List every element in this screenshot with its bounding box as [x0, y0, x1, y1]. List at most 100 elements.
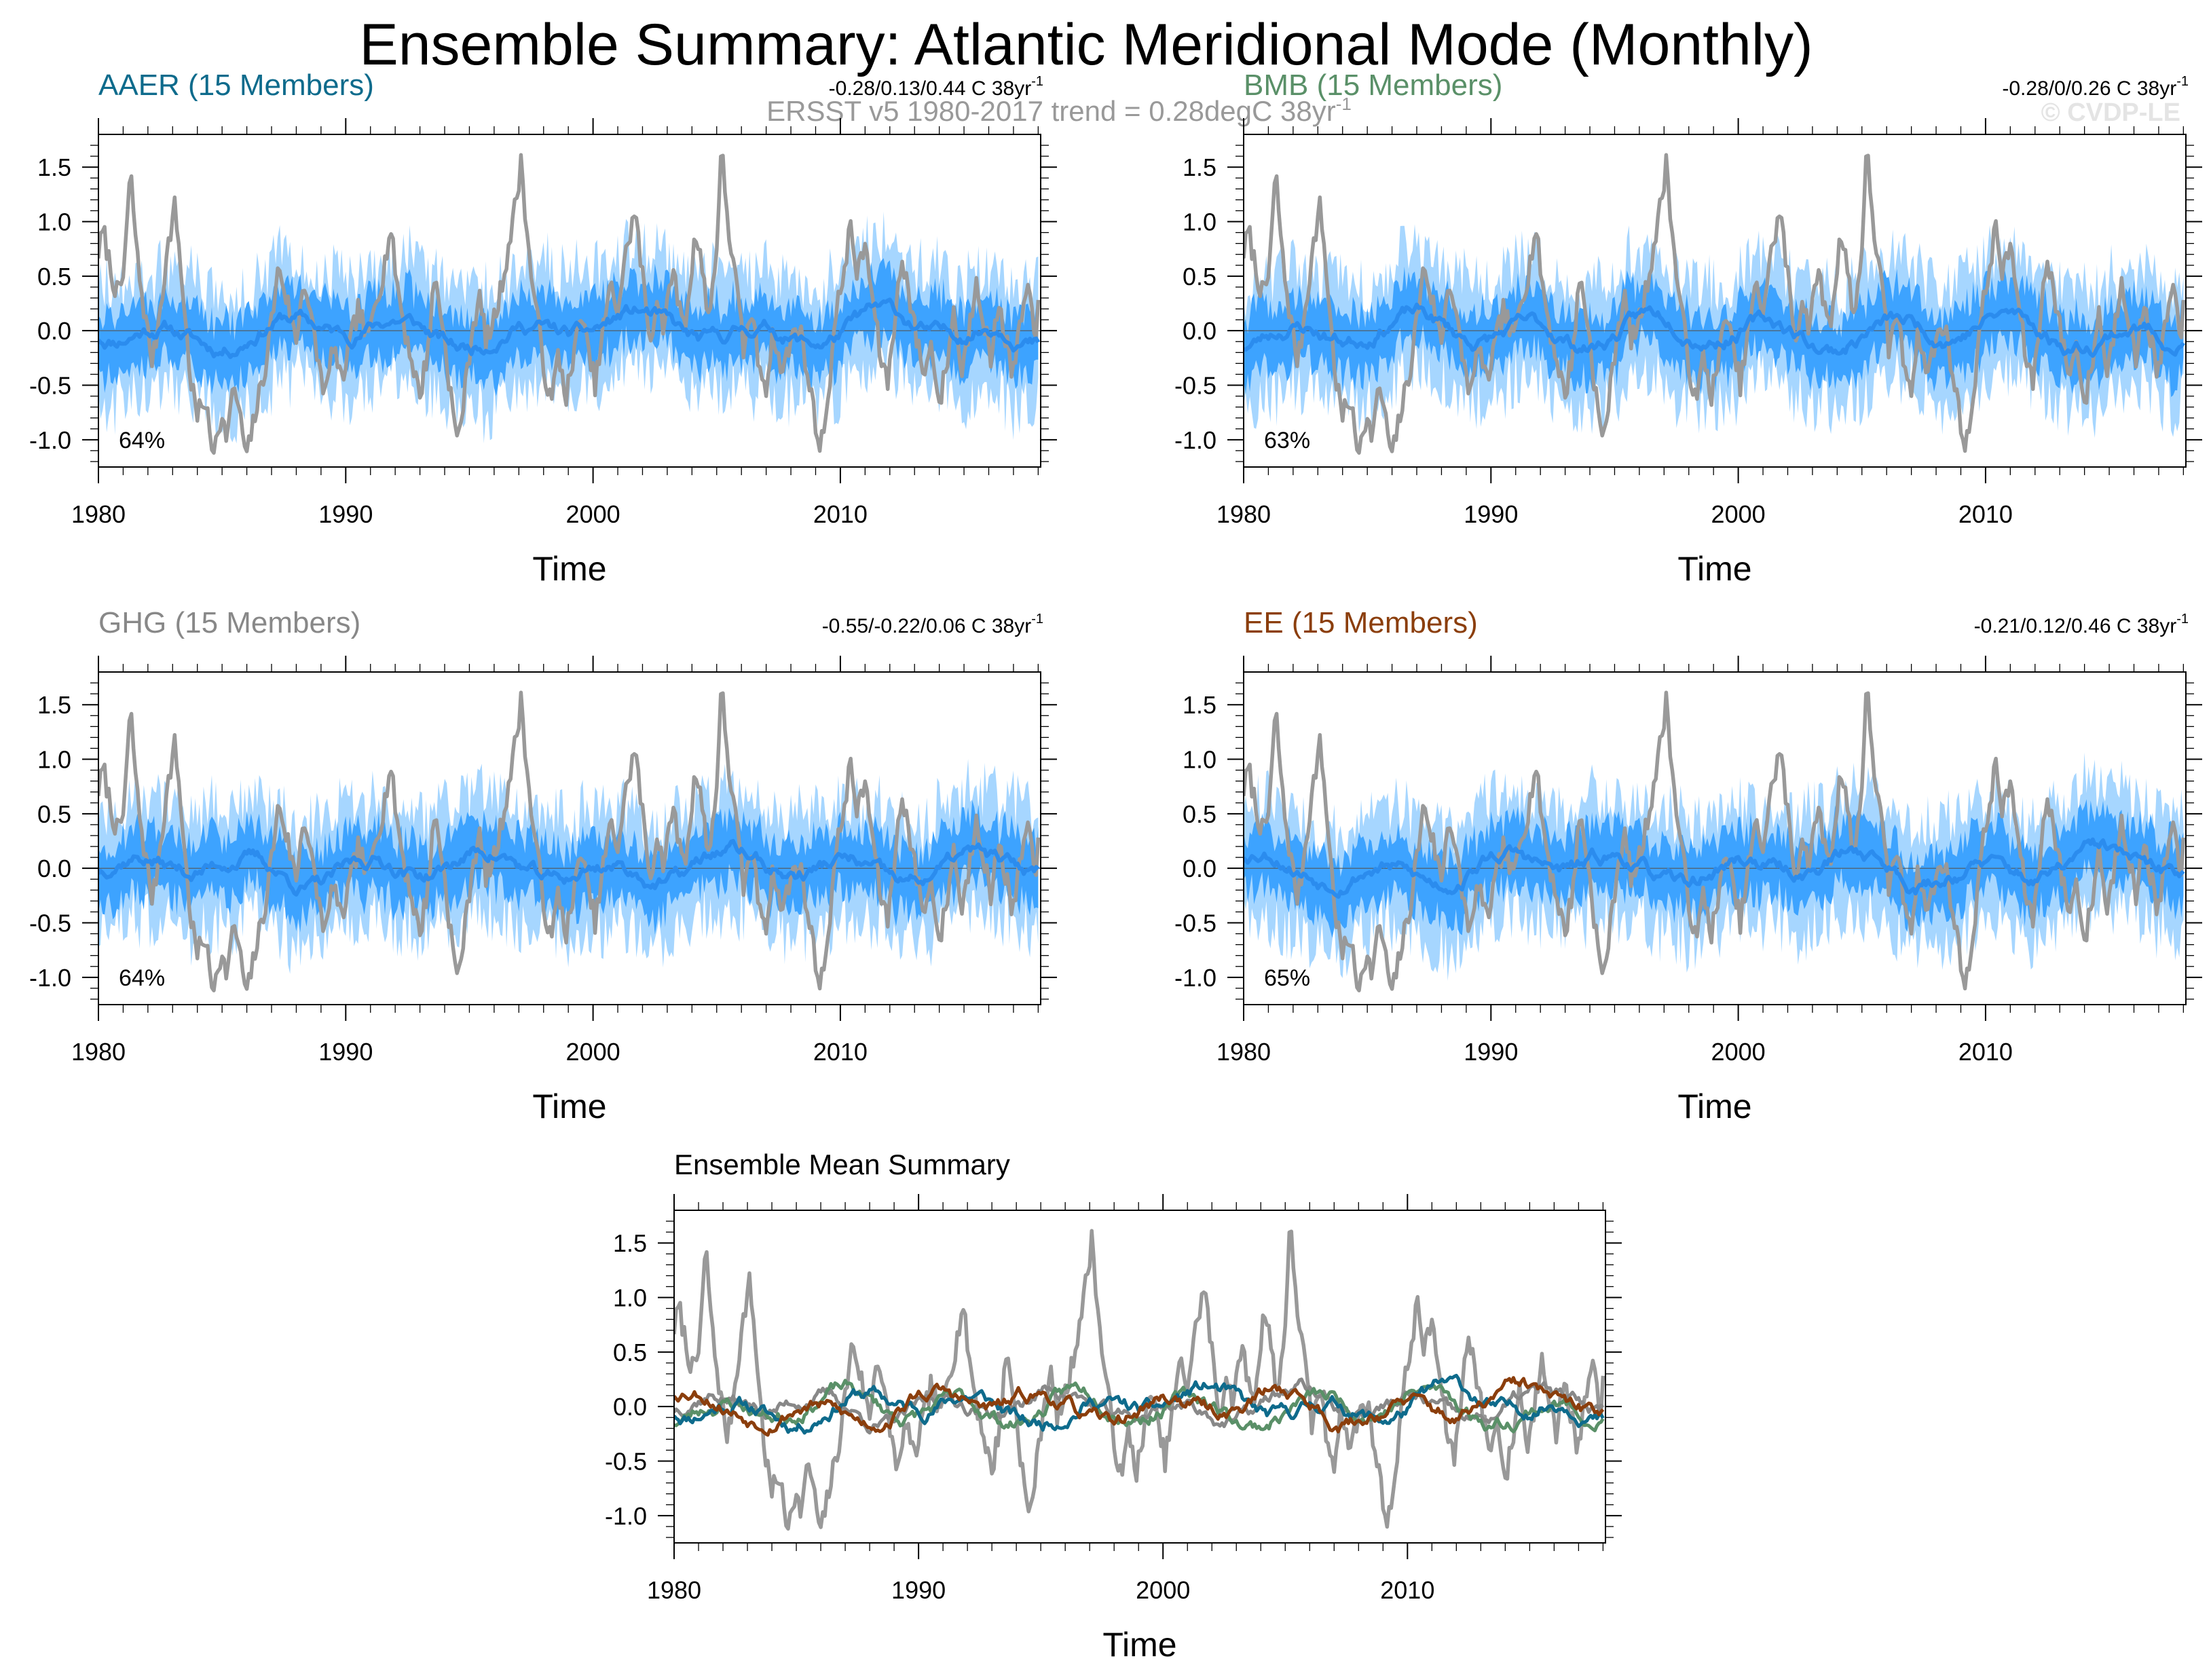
- aaer-x-tick-label: 2000: [566, 500, 620, 528]
- summary-y-tick-label: -0.5: [605, 1448, 647, 1476]
- bmb-plot-area: [1244, 153, 2186, 455]
- aaer-ensemble-mean-line: [98, 297, 1041, 359]
- ee-plot-area: [1244, 690, 2186, 992]
- summary-y-tick-label: 0.0: [613, 1393, 647, 1421]
- ghg-x-tick-label: 1980: [71, 1038, 126, 1066]
- ghg-ensemble-mean-line: [98, 838, 1040, 897]
- ee-observed-line: [1244, 690, 2186, 992]
- bmb-ensemble-mean-line: [1244, 302, 2185, 358]
- ghg-y-tick-label: -1.0: [29, 964, 71, 992]
- summary-x-tick-label: 2000: [1136, 1576, 1190, 1604]
- aaer-panel-title: AAER (15 Members): [98, 69, 374, 102]
- ee-ensemble-mean-line: [1244, 837, 2185, 899]
- ghg-y-tick-label: 1.5: [37, 691, 71, 719]
- summary-plot-frame: [673, 1210, 1606, 1544]
- bmb-y-tick-label: 0.0: [1183, 317, 1216, 345]
- ee-y-tick-label: 0.0: [1183, 855, 1216, 882]
- ghg-minor-ticks: [90, 664, 1049, 1013]
- bmb-x-tick-label: 2000: [1711, 500, 1766, 528]
- ee-trend-label: -0.21/0.12/0.46 C 38yr-1: [1974, 612, 2189, 637]
- aaer-x-axis-label: Time: [532, 550, 606, 588]
- ee-percent-label: 65%: [1264, 965, 1310, 991]
- ee-x-tick-label: 2010: [1958, 1038, 2013, 1066]
- ghg-y-tick-label: 0.0: [37, 855, 71, 882]
- bmb-x-tick-label: 2010: [1958, 500, 2013, 528]
- summary-bmb-mean-line: [674, 1379, 1605, 1434]
- ee-y-tick-label: -1.0: [1174, 964, 1216, 992]
- bmb-plot-frame: [1243, 134, 2187, 468]
- panel-bmb: 63% BMB (15 Members) -0.28/0/0.26 C 38yr-1…: [1174, 69, 2202, 588]
- ghg-x-axis-label: Time: [532, 1087, 606, 1125]
- ee-x-tick-label: 2000: [1711, 1038, 1766, 1066]
- summary-x-tick-label: 1980: [647, 1576, 701, 1604]
- panel-summary: Ensemble Mean Summary 1980 1990 2000 2010 1.5…: [605, 1149, 1622, 1664]
- aaer-trend-label: -0.28/0.13/0.44 C 38yr-1: [829, 74, 1043, 100]
- bmb-y-tick-label: -1.0: [1174, 426, 1216, 454]
- ghg-y-tick-label: 1.0: [37, 746, 71, 774]
- cvdp-watermark: © CVDP-LE: [2041, 98, 2180, 127]
- panels-layer: 64% AAER (15 Members) -0.28/0.13/0.44 C 38…: [29, 69, 2202, 1664]
- figure-title: Ensemble Summary: Atlantic Meridional Mo…: [359, 12, 1813, 77]
- ghg-x-tick-label: 2000: [566, 1038, 620, 1066]
- summary-y-tick-label: 1.5: [613, 1229, 647, 1257]
- summary-y-tick-label: -1.0: [605, 1502, 647, 1530]
- ghg-plot-frame: [98, 671, 1041, 1005]
- bmb-y-tick-label: 0.5: [1183, 263, 1216, 291]
- aaer-y-tick-label: -1.0: [29, 426, 71, 454]
- aaer-x-tick-label: 2010: [813, 500, 868, 528]
- aaer-x-tick-label: 1990: [318, 500, 373, 528]
- bmb-percent-label: 63%: [1264, 428, 1310, 453]
- ghg-x-tick-label: 2010: [813, 1038, 868, 1066]
- ee-y-tick-label: 1.5: [1183, 691, 1216, 719]
- bmb-x-tick-label: 1980: [1216, 500, 1271, 528]
- aaer-plot-area: [98, 153, 1041, 455]
- aaer-observed-line: [98, 153, 1041, 455]
- summary-y-tick-label: 0.5: [613, 1339, 647, 1366]
- aaer-percent-label: 64%: [119, 428, 165, 453]
- ee-x-tick-label: 1990: [1464, 1038, 1518, 1066]
- ghg-plot-area: [98, 690, 1041, 992]
- ee-y-tick-label: -0.5: [1174, 910, 1216, 937]
- summary-minor-ticks: [666, 1202, 1614, 1551]
- aaer-y-tick-label: -0.5: [29, 372, 71, 400]
- aaer-plot-frame: [98, 134, 1041, 468]
- aaer-y-tick-label: 0.0: [37, 317, 71, 345]
- bmb-x-tick-label: 1990: [1464, 500, 1518, 528]
- ee-y-tick-label: 0.5: [1183, 800, 1216, 828]
- bmb-y-tick-label: 1.5: [1183, 153, 1216, 181]
- panel-ghg: 64% GHG (15 Members) -0.55/-0.22/0.06 C 38…: [29, 606, 1057, 1125]
- summary-y-tick-label: 1.0: [613, 1284, 647, 1312]
- ghg-y-tick-label: -0.5: [29, 910, 71, 937]
- ee-panel-title: EE (15 Members): [1244, 606, 1478, 639]
- bmb-x-axis-label: Time: [1677, 550, 1751, 588]
- aaer-y-tick-label: 0.5: [37, 263, 71, 291]
- aaer-y-tick-label: 1.5: [37, 153, 71, 181]
- bmb-trend-label: -0.28/0/0.26 C 38yr-1: [2002, 74, 2189, 100]
- summary-x-tick-label: 2010: [1380, 1576, 1434, 1604]
- summary-panel-title: Ensemble Mean Summary: [674, 1149, 1010, 1180]
- aaer-x-tick-label: 1980: [71, 500, 126, 528]
- summary-observed-line: [674, 1229, 1605, 1531]
- summary-x-tick-label: 1990: [891, 1576, 946, 1604]
- ghg-observed-line: [98, 690, 1041, 992]
- ghg-trend-label: -0.55/-0.22/0.06 C 38yr-1: [822, 612, 1043, 637]
- summary-x-axis-label: Time: [1102, 1626, 1176, 1664]
- summary-plot-area: [674, 1229, 1605, 1531]
- summary-ee-mean-line: [674, 1376, 1605, 1437]
- panel-ee: 65% EE (15 Members) -0.21/0.12/0.46 C 38yr…: [1174, 606, 2202, 1125]
- ee-x-axis-label: Time: [1677, 1087, 1751, 1125]
- panel-aaer: 64% AAER (15 Members) -0.28/0.13/0.44 C 38…: [29, 69, 1057, 588]
- ee-x-tick-label: 1980: [1216, 1038, 1271, 1066]
- ghg-panel-title: GHG (15 Members): [98, 606, 360, 639]
- bmb-observed-line: [1244, 153, 2186, 455]
- aaer-y-tick-label: 1.0: [37, 208, 71, 236]
- ghg-inner-spread-band: [98, 800, 1039, 935]
- observed-trend-subtitle: ERSST v5 1980-2017 trend = 0.28degC 38yr…: [766, 94, 1352, 127]
- ee-y-tick-label: 1.0: [1183, 746, 1216, 774]
- bmb-panel-title: BMB (15 Members): [1244, 69, 1502, 102]
- ee-plot-frame: [1243, 671, 2187, 1005]
- bmb-y-tick-label: 1.0: [1183, 208, 1216, 236]
- ghg-x-tick-label: 1990: [318, 1038, 373, 1066]
- ghg-percent-label: 64%: [119, 965, 165, 991]
